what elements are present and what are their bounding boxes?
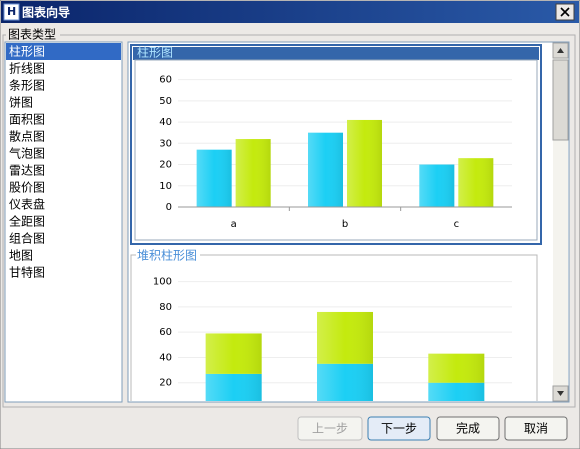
bar-sheen	[235, 139, 271, 207]
x-tick-label: b	[342, 219, 348, 230]
y-tick-label: 60	[159, 327, 172, 338]
y-tick-label: 10	[159, 181, 172, 192]
list-item[interactable]: 气泡图	[9, 146, 45, 161]
bar-sheen	[317, 311, 373, 364]
app-icon-glyph: H	[7, 5, 16, 18]
list-item[interactable]: 地图	[9, 249, 33, 263]
group-label: 图表类型	[8, 28, 56, 42]
scroll-up-arrow[interactable]	[557, 48, 564, 53]
list-item[interactable]: 散点图	[9, 129, 45, 144]
list-item[interactable]: 甘特图	[9, 265, 45, 280]
y-tick-label: 80	[159, 302, 172, 313]
list-item[interactable]: 柱形图	[9, 44, 45, 59]
y-tick-label: 100	[153, 277, 172, 288]
button-label: 上一步	[312, 422, 348, 436]
button-label[interactable]: 完成	[456, 421, 480, 436]
scroll-down-arrow[interactable]	[557, 391, 564, 396]
group-box	[2, 34, 576, 408]
list-item[interactable]: 雷达图	[9, 164, 45, 178]
bar-sheen	[458, 158, 494, 207]
bar-sheen	[308, 132, 343, 207]
window-title: 图表向导	[22, 5, 70, 20]
app-icon	[3, 3, 20, 21]
button-label[interactable]: 下一步	[381, 422, 417, 436]
list-item[interactable]: 仪表盘	[9, 197, 45, 212]
y-tick-label: 40	[159, 352, 172, 363]
bar-sheen	[196, 149, 232, 207]
button[interactable]	[367, 416, 431, 441]
bar-sheen	[347, 119, 382, 207]
y-tick-label: 20	[159, 378, 172, 389]
y-tick-label: 30	[159, 138, 172, 149]
list-item[interactable]: 面积图	[9, 113, 45, 127]
close-button[interactable]	[555, 3, 575, 21]
y-tick-label: 40	[159, 117, 172, 128]
scroll-thumb[interactable]	[552, 59, 569, 141]
list-item-highlight	[6, 43, 121, 60]
group-label-bg	[6, 28, 60, 42]
button[interactable]	[504, 416, 568, 441]
scrollbar[interactable]	[552, 42, 569, 402]
y-tick-label: 20	[159, 160, 172, 171]
x-tick-label: a	[231, 219, 237, 230]
bar-sheen	[205, 333, 262, 374]
x-tick-label: c	[454, 219, 460, 230]
bar-sheen	[428, 353, 485, 383]
bar-sheen	[419, 164, 455, 207]
title-bar	[1, 1, 579, 23]
preview-title-bg	[136, 249, 200, 262]
y-tick-label: 0	[166, 202, 172, 213]
button-label[interactable]: 取消	[524, 422, 548, 436]
button	[297, 416, 363, 441]
bar-sheen	[317, 363, 373, 401]
list-item[interactable]: 组合图	[9, 231, 45, 246]
list-item[interactable]: 股价图	[9, 181, 45, 195]
y-tick-label: 50	[159, 96, 172, 107]
bar-sheen	[205, 373, 262, 401]
chart-type-list	[4, 41, 123, 403]
list-item[interactable]: 折线图	[9, 61, 45, 76]
list-item[interactable]: 条形图	[9, 79, 45, 93]
list-item[interactable]: 饼图	[9, 96, 33, 110]
preview-title: 柱形图	[137, 45, 173, 60]
bar-sheen	[428, 382, 485, 401]
preview-title-band	[133, 47, 539, 60]
close-icon[interactable]	[560, 7, 570, 17]
button[interactable]	[436, 416, 500, 441]
list-item[interactable]: 全距图	[9, 214, 45, 229]
y-tick-label: 60	[159, 75, 172, 86]
preview-title: 堆积柱形图	[137, 248, 197, 263]
